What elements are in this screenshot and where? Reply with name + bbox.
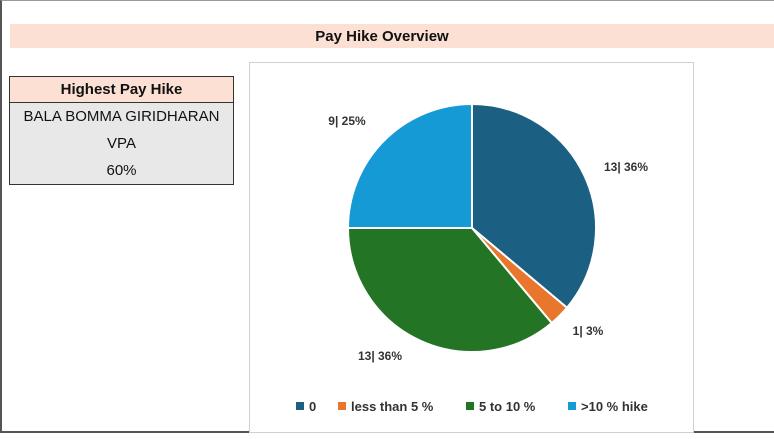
legend-item-0[interactable]: 0 — [296, 399, 316, 414]
legend-item-1[interactable]: less than 5 % — [338, 399, 434, 414]
pie-slice-2[interactable] — [346, 227, 554, 353]
highest-hike-role: VPA — [107, 135, 136, 152]
pie-slice-3[interactable] — [346, 102, 473, 229]
data-label-1: 1| 3% — [573, 324, 604, 338]
data-label-2: 13| 36% — [358, 349, 402, 363]
legend-label-2: 5 to 10 % — [479, 399, 536, 414]
pie-slice-0[interactable] — [471, 102, 597, 310]
title-bar: Pay Hike Overview — [10, 24, 774, 48]
highest-hike-name: BALA BOMMA GIRIDHARAN — [23, 108, 220, 125]
legend-label-1: less than 5 % — [351, 399, 434, 414]
legend-swatch-3 — [568, 402, 576, 410]
legend-item-2[interactable]: 5 to 10 % — [466, 399, 536, 414]
data-label-0: 13| 36% — [604, 160, 648, 174]
pie-chart-area[interactable]: 13| 36% 1| 3% 13| 36% 9| 25% 0 less than 5 % 5… — [249, 62, 694, 433]
page-title: Pay Hike Overview — [315, 27, 449, 45]
highest-hike-heading: Highest Pay Hike — [10, 77, 233, 103]
legend-swatch-2 — [466, 402, 474, 410]
legend-swatch-1 — [338, 402, 346, 410]
legend-label-3: >10 % hike — [581, 399, 648, 414]
highest-hike-table: Highest Pay Hike BALA BOMMA GIRIDHARAN V… — [9, 76, 234, 185]
legend-label-0: 0 — [309, 399, 316, 414]
data-label-3: 9| 25% — [328, 114, 366, 128]
legend-swatch-0 — [296, 402, 304, 410]
pie-chart: 13| 36% 1| 3% 13| 36% 9| 25% 0 less than 5 % 5… — [296, 102, 648, 414]
legend-item-3[interactable]: >10 % hike — [568, 399, 648, 414]
highest-hike-value: 60% — [106, 162, 137, 179]
